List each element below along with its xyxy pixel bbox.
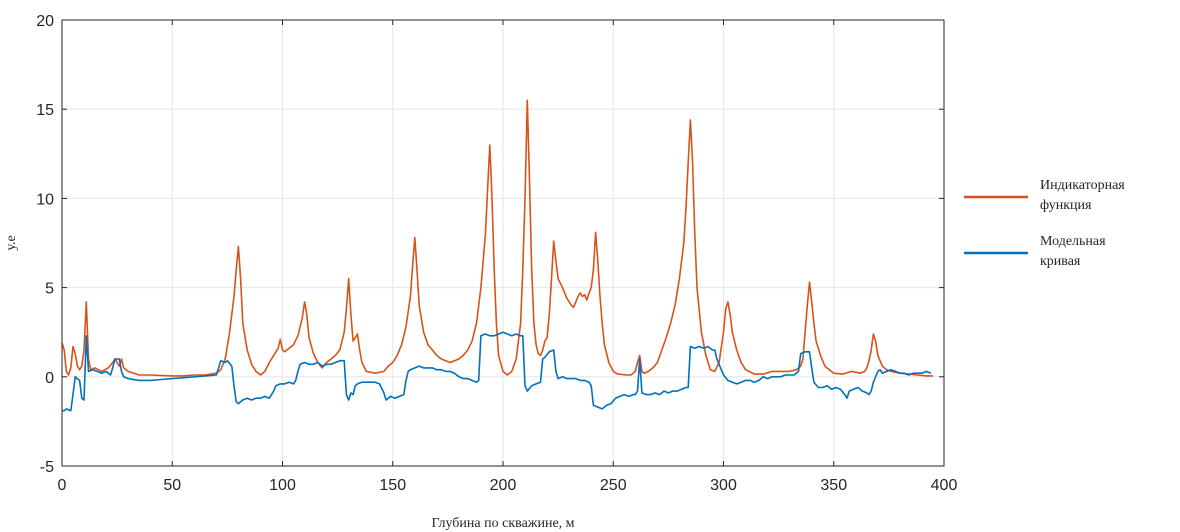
x-tick-label: 100 bbox=[269, 477, 296, 494]
x-axis-label: Глубина по скважине, м bbox=[431, 516, 574, 531]
x-tick-label: 250 bbox=[600, 477, 627, 494]
legend-label-line: функция bbox=[1040, 198, 1092, 213]
legend-label: Индикаторная функция bbox=[1040, 178, 1125, 213]
y-tick-label: 20 bbox=[36, 13, 54, 30]
legend-label: Модельная кривая bbox=[1040, 234, 1106, 269]
y-tick-label: 0 bbox=[45, 370, 54, 387]
x-tick-label: 400 bbox=[931, 477, 958, 494]
legend-label-line: Модельная bbox=[1040, 234, 1106, 249]
series-line-1 bbox=[61, 99, 933, 377]
x-tick-label: 50 bbox=[163, 477, 181, 494]
x-tick-label: 150 bbox=[379, 477, 406, 494]
legend: Индикаторная функция Модельная кривая bbox=[964, 178, 1125, 269]
y-tick-label: 5 bbox=[45, 281, 54, 298]
series-line-2 bbox=[62, 331, 932, 412]
legend-label-line: Индикаторная bbox=[1040, 178, 1125, 193]
x-tick-label: 200 bbox=[490, 477, 517, 494]
legend-label-line: кривая bbox=[1040, 254, 1081, 269]
x-tick-label: 0 bbox=[58, 477, 67, 494]
y-axis-ticks: -5 0 5 10 15 20 bbox=[36, 13, 944, 476]
x-tick-label: 350 bbox=[820, 477, 847, 494]
y-axis-label: у.е bbox=[4, 235, 19, 250]
x-axis-ticks: 0 50 100 150 200 250 300 350 400 bbox=[58, 20, 958, 494]
series-layer bbox=[61, 99, 933, 412]
y-tick-label: 10 bbox=[36, 191, 54, 208]
grid-lines bbox=[62, 20, 944, 466]
x-tick-label: 300 bbox=[710, 477, 737, 494]
y-tick-label: 15 bbox=[36, 102, 54, 119]
y-tick-label: -5 bbox=[40, 459, 54, 476]
